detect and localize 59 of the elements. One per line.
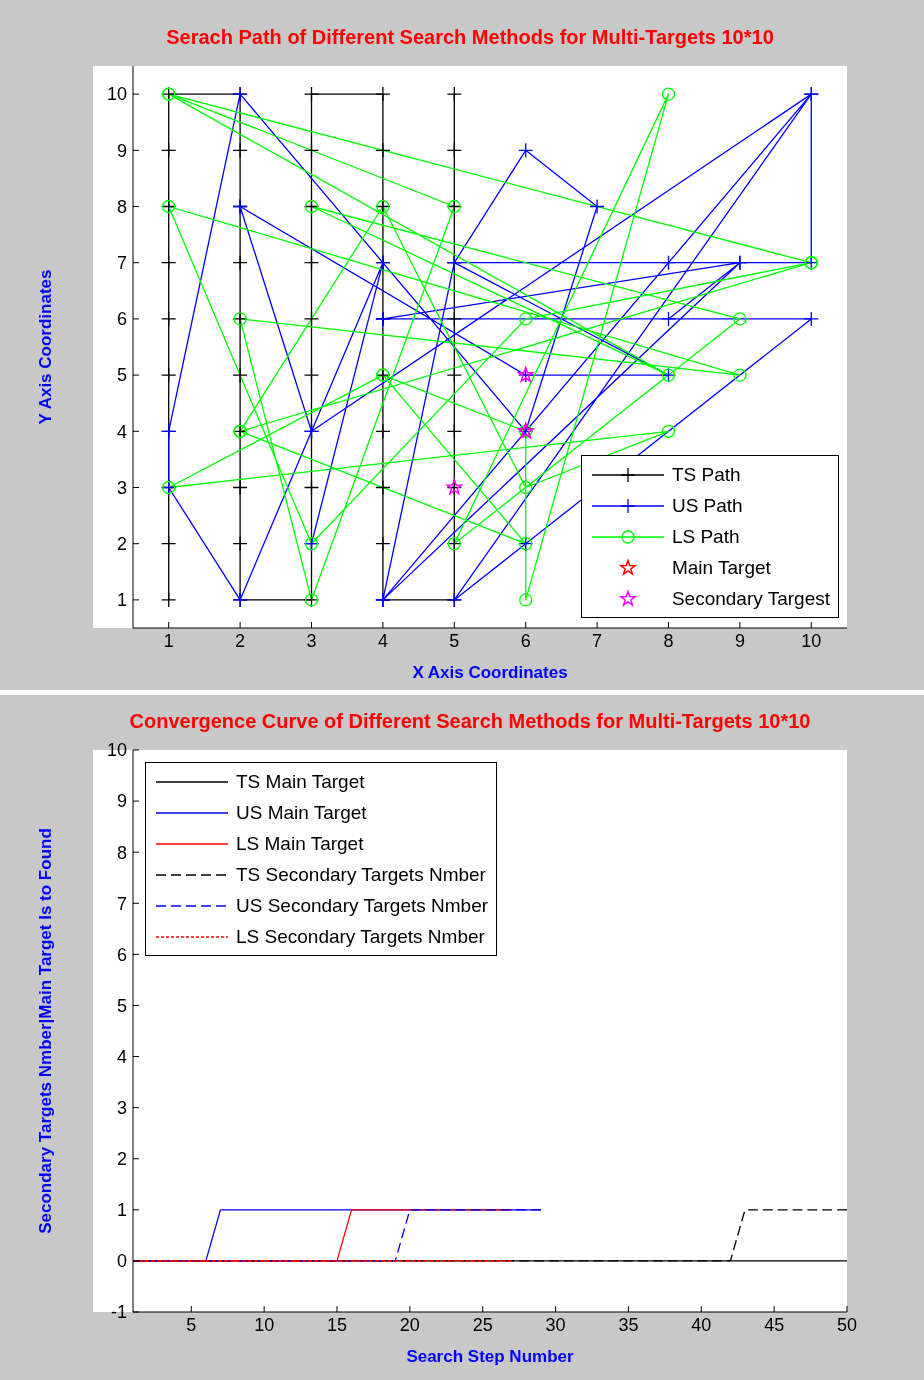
- y-tick-label: 9: [116, 140, 127, 161]
- y-tick-label: 2: [116, 534, 127, 555]
- y-tick-label: 2: [116, 1149, 127, 1170]
- legend-label: Main Target: [671, 556, 771, 579]
- legend-label: LS Path: [671, 525, 740, 548]
- x-tick-label: 15: [326, 1314, 348, 1335]
- x-axis-title: Search Step Number: [406, 1347, 574, 1366]
- y-tick-label: 4: [116, 421, 127, 442]
- y-tick-label: 1: [116, 590, 127, 611]
- y-tick-label: 8: [116, 842, 127, 863]
- x-tick-label: 50: [836, 1314, 858, 1335]
- x-tick-label: 4: [377, 630, 388, 651]
- y-axis-title: Secondary Targets Nmber|Main Target Is to Found: [36, 828, 56, 1234]
- y-tick-label: 5: [116, 995, 127, 1016]
- x-tick-label: 2: [235, 630, 246, 651]
- x-tick-label: 5: [186, 1314, 197, 1335]
- y-tick-label: 10: [106, 740, 127, 761]
- legend-label: LS Secondary Targets Nmber: [236, 925, 485, 948]
- y-tick-label: 3: [116, 477, 127, 498]
- x-tick-label: 6: [520, 630, 531, 651]
- x-tick-label: 10: [254, 1314, 275, 1335]
- chart-title: Convergence Curve of Different Search Methods for Multi-Targets 10*10: [128, 710, 812, 733]
- x-tick-label: 7: [592, 630, 603, 651]
- y-tick-label: 4: [116, 1046, 127, 1067]
- y-tick-label: 0: [116, 1251, 127, 1272]
- y-axis-title: Y Axis Coordinates: [36, 269, 56, 425]
- y-tick-label: 1: [116, 1200, 127, 1221]
- y-tick-label: 6: [116, 944, 127, 965]
- legend-label: US Path: [671, 494, 743, 517]
- y-tick-label: 5: [116, 365, 127, 386]
- y-tick-label: 7: [116, 893, 127, 914]
- x-tick-label: 30: [545, 1314, 566, 1335]
- x-tick-label: 8: [663, 630, 674, 651]
- y-tick-label: 8: [116, 196, 127, 217]
- y-tick-label: 9: [116, 791, 127, 812]
- x-tick-label: 3: [306, 630, 317, 651]
- legend-label: US Secondary Targets Nmber: [236, 894, 489, 917]
- legend-label: Secondary Targest: [671, 587, 830, 610]
- y-tick-label: 6: [116, 309, 127, 330]
- x-tick-label: 10: [801, 630, 822, 651]
- legend-label: TS Secondary Targets Nmber: [236, 863, 486, 886]
- x-tick-label: 5: [449, 630, 460, 651]
- y-tick-label: -1: [110, 1302, 127, 1323]
- legend-label: LS Main Target: [236, 832, 364, 855]
- x-tick-label: 20: [399, 1314, 420, 1335]
- chart-title: Serach Path of Different Search Methods for Multi-Targets 10*10: [165, 26, 775, 49]
- legend-label: TS Main Target: [236, 770, 365, 793]
- legend-label: TS Path: [671, 463, 741, 486]
- y-tick-label: 3: [116, 1098, 127, 1119]
- x-axis-title: X Axis Coordinates: [412, 663, 568, 682]
- y-tick-label: 10: [106, 84, 127, 105]
- x-tick-label: 45: [764, 1314, 785, 1335]
- x-tick-label: 1: [163, 630, 174, 651]
- legend-label: US Main Target: [236, 801, 367, 824]
- x-tick-label: 9: [734, 630, 745, 651]
- x-tick-label: 40: [691, 1314, 712, 1335]
- x-tick-label: 25: [472, 1314, 493, 1335]
- y-tick-label: 7: [116, 253, 127, 274]
- x-tick-label: 35: [618, 1314, 639, 1335]
